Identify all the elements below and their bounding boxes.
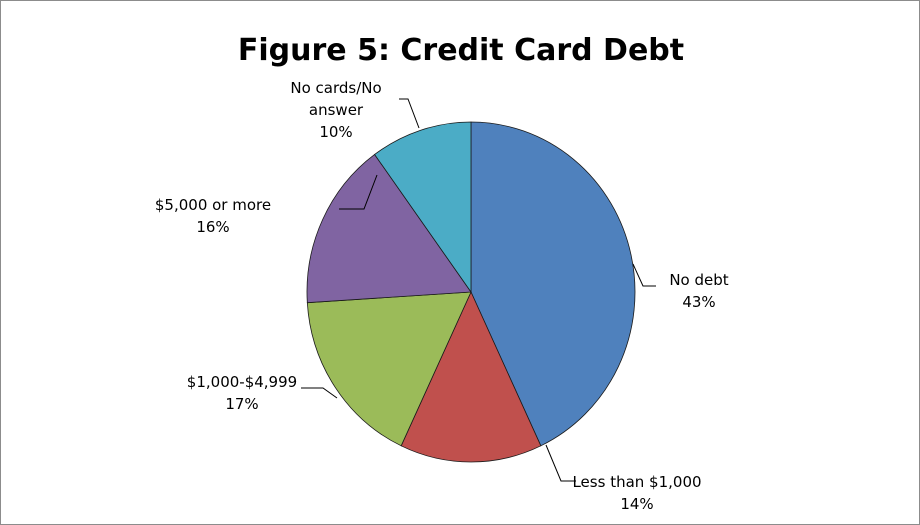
pie-slice-no-debt bbox=[470, 121, 636, 447]
slice-name: $1,000-$4,999 bbox=[187, 373, 297, 391]
leader-line-no-cards-no-answer bbox=[399, 98, 420, 129]
slice-percent: 43% bbox=[682, 293, 715, 311]
slice-percent: 14% bbox=[620, 495, 653, 513]
slice-name: answer bbox=[309, 101, 364, 119]
slice-percent: 10% bbox=[319, 123, 352, 141]
slice-label-no-debt: No debt 43% bbox=[669, 271, 728, 311]
leader-line-no-debt bbox=[632, 263, 656, 287]
slice-percent: 17% bbox=[225, 395, 258, 413]
slice-label-no-cards-no-answer: No cards/No answer 10% bbox=[290, 79, 381, 141]
pie-slices bbox=[306, 121, 636, 463]
pie-slice-no-cards-no-answer bbox=[374, 121, 472, 294]
slice-name: Less than $1,000 bbox=[572, 473, 701, 491]
pie-slice-1-000-4-999 bbox=[306, 291, 472, 447]
slice-percent: 16% bbox=[196, 218, 229, 236]
leader-line-1-000-4-999 bbox=[301, 387, 338, 399]
slice-labels: No debt 43% Less than $1,000 14% $1,000-$4,9… bbox=[155, 79, 729, 513]
chart-title: Figure 5: Credit Card Debt bbox=[237, 33, 685, 68]
pie-slice-5-000-or-more bbox=[306, 153, 472, 304]
slice-label-5-000-or-more: $5,000 or more 16% bbox=[155, 196, 271, 236]
slice-label-1-000-4-999: $1,000-$4,999 17% bbox=[187, 373, 297, 413]
leader-lines bbox=[301, 98, 656, 482]
pie-slice-less-than-1-000 bbox=[400, 291, 542, 463]
slice-name: No debt bbox=[669, 271, 728, 289]
slice-label-less-than-1-000: Less than $1,000 14% bbox=[572, 473, 701, 513]
slice-name: No cards/No bbox=[290, 79, 381, 97]
leader-line-5-000-or-more bbox=[339, 174, 378, 210]
slice-name: $5,000 or more bbox=[155, 196, 271, 214]
leader-line-less-than-1-000 bbox=[545, 444, 576, 482]
